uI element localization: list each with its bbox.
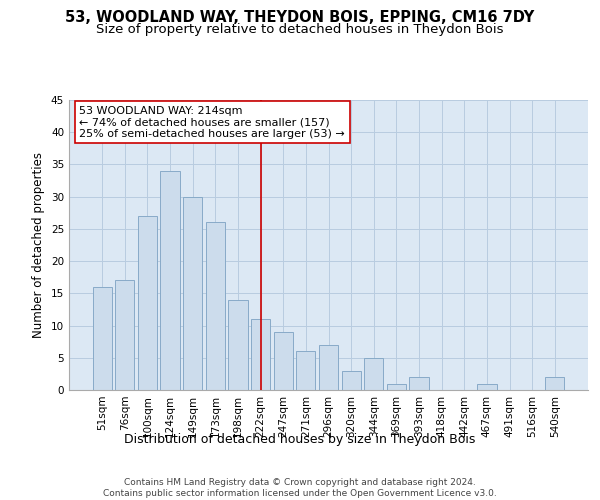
Y-axis label: Number of detached properties: Number of detached properties: [32, 152, 46, 338]
Bar: [206, 222, 225, 390]
Bar: [296, 352, 316, 390]
Bar: [138, 216, 157, 390]
Bar: [183, 196, 202, 390]
Bar: [115, 280, 134, 390]
Text: Contains HM Land Registry data © Crown copyright and database right 2024.
Contai: Contains HM Land Registry data © Crown c…: [103, 478, 497, 498]
Bar: [160, 171, 180, 390]
Bar: [319, 345, 338, 390]
Bar: [387, 384, 406, 390]
Bar: [545, 377, 565, 390]
Text: Distribution of detached houses by size in Theydon Bois: Distribution of detached houses by size …: [124, 432, 476, 446]
Bar: [341, 370, 361, 390]
Text: Size of property relative to detached houses in Theydon Bois: Size of property relative to detached ho…: [96, 22, 504, 36]
Bar: [274, 332, 293, 390]
Bar: [251, 319, 270, 390]
Bar: [364, 358, 383, 390]
Text: 53, WOODLAND WAY, THEYDON BOIS, EPPING, CM16 7DY: 53, WOODLAND WAY, THEYDON BOIS, EPPING, …: [65, 10, 535, 25]
Bar: [229, 300, 248, 390]
Bar: [477, 384, 497, 390]
Text: 53 WOODLAND WAY: 214sqm
← 74% of detached houses are smaller (157)
25% of semi-d: 53 WOODLAND WAY: 214sqm ← 74% of detache…: [79, 106, 345, 139]
Bar: [92, 287, 112, 390]
Bar: [409, 377, 428, 390]
